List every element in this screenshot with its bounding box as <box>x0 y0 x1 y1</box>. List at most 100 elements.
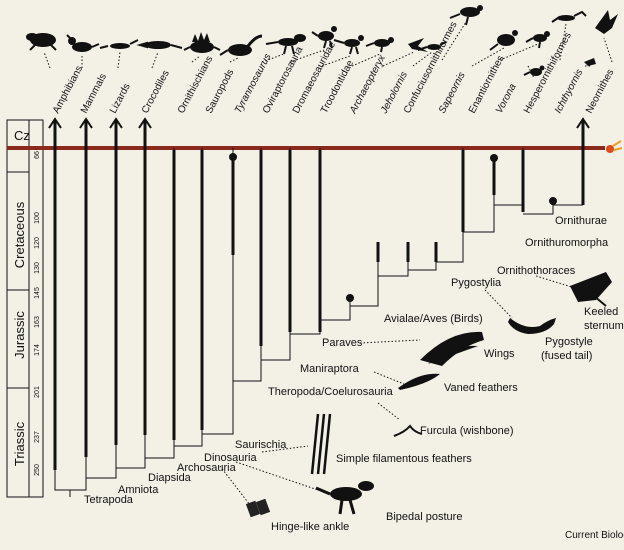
dromaeosaur-silhouette <box>333 35 364 55</box>
ankle-bone-icon <box>245 498 271 518</box>
sapeornis-silhouette <box>489 30 518 51</box>
trait-furcula: Furcula (wishbone) <box>420 425 514 437</box>
node-saurischia: Saurischia <box>235 439 287 451</box>
terminal-dots <box>229 153 557 302</box>
amphibian-silhouette <box>26 33 57 51</box>
node-maniraptora: Maniraptora <box>300 363 360 375</box>
amphibian-arrow-icon <box>48 117 62 129</box>
trait-pygostyle: Pygostyle <box>545 336 593 348</box>
period-jurassic: Jurassic <box>12 311 27 359</box>
lizard-arrow-icon <box>109 117 123 129</box>
taxon-label-neornithes: Neornithes <box>584 68 616 116</box>
tyrannosaurus-terminus <box>229 153 237 161</box>
filament-feather-icon <box>310 413 332 475</box>
time-scale: Cz Cretaceous Jurassic Triassic 66 100 1… <box>6 119 44 498</box>
age-120: 120 <box>34 237 41 249</box>
trait-bipedal: Bipedal posture <box>386 511 462 523</box>
taxon-label-vorona: Vorona <box>494 82 519 116</box>
age-145: 145 <box>34 287 41 299</box>
taxon-label-sauropods: Sauropods <box>204 68 236 116</box>
asteroid-icon <box>606 145 614 153</box>
age-66: 66 <box>34 151 41 159</box>
trait-hinge-ankle: Hinge-like ankle <box>271 521 349 533</box>
mammal-silhouette <box>66 34 100 52</box>
crocodile-silhouette <box>136 41 183 49</box>
node-amniota: Amniota <box>118 484 159 496</box>
tyrannosaurus-silhouette <box>265 34 306 55</box>
trait-keeled-1: Keeled <box>584 306 618 318</box>
period-cz: Cz <box>14 128 30 143</box>
neornithes-silhouette <box>595 10 618 34</box>
age-100: 100 <box>34 212 41 224</box>
label-leaders <box>43 21 613 79</box>
troodontid-silhouette <box>365 37 394 53</box>
figure-credit: Current Biology <box>565 530 624 541</box>
wings-icon <box>420 331 484 366</box>
node-dinosauria: Dinosauria <box>204 452 257 464</box>
sauropod-silhouette <box>219 34 263 56</box>
neornithes-arrow-icon <box>576 117 590 129</box>
trait-keeled-2: sternum <box>584 320 624 332</box>
crocodile-arrow-icon <box>138 117 152 129</box>
vorona-silhouette <box>523 65 545 76</box>
pygostyle-icon <box>508 318 556 334</box>
confuciusornis-silhouette <box>449 5 483 26</box>
timescale-frame <box>6 119 44 498</box>
taxon-label-lizards: Lizards <box>108 82 133 116</box>
age-250: 250 <box>34 464 41 476</box>
node-avialae: Avialae/Aves (Birds) <box>384 313 483 325</box>
taxon-label-mammals: Mammals <box>79 72 109 115</box>
age-163: 163 <box>34 316 41 328</box>
enantiornithine-silhouette <box>525 31 550 49</box>
node-ornithothoraces: Ornithothoraces <box>497 265 576 277</box>
node-archosauria: Archosauria <box>177 462 237 474</box>
extinct-lineages <box>172 150 555 440</box>
node-diapsida: Diapsida <box>148 472 192 484</box>
trait-pointers <box>219 275 576 506</box>
period-cretaceous: Cretaceous <box>12 201 27 268</box>
ichthyornis-terminus <box>549 197 557 205</box>
vorona-terminus <box>490 154 498 162</box>
taxon-label-ichthyornis: Ichthyornis <box>553 68 585 116</box>
period-triassic: Triassic <box>12 421 27 466</box>
oviraptor-silhouette <box>311 26 337 49</box>
node-pygostylia: Pygostylia <box>451 277 502 289</box>
hesperornis-silhouette <box>551 10 587 23</box>
jeholornis-silhouette <box>417 41 447 51</box>
bipedal-dinosaur-icon <box>315 481 374 515</box>
trait-callouts: Hinge-like ankle Bipedal posture Simple … <box>219 272 624 533</box>
ichthyornis-silhouette <box>584 58 596 66</box>
keeled-sternum-icon <box>570 272 612 307</box>
cladogram <box>48 117 590 497</box>
trait-wings: Wings <box>484 348 515 360</box>
arrowheads <box>48 117 590 129</box>
archaeopteryx-silhouette <box>408 38 428 52</box>
surviving-lineages <box>53 120 585 470</box>
trait-vaned-feathers: Vaned feathers <box>444 382 518 394</box>
node-ornithurae: Ornithurae <box>555 215 607 227</box>
asteroid-trail <box>612 140 623 151</box>
age-174: 174 <box>34 344 41 356</box>
node-paraves: Paraves <box>322 337 363 349</box>
taxon-label-sapeornis: Sapeornis <box>437 70 468 115</box>
taxon-label-crocodiles: Crocodiles <box>140 69 172 116</box>
age-237: 237 <box>34 431 41 443</box>
furcula-icon <box>393 424 423 437</box>
lizard-silhouette <box>99 39 139 49</box>
age-130: 130 <box>34 262 41 274</box>
node-ornithuromorpha: Ornithuromorpha <box>525 237 609 249</box>
stegosaur-silhouette <box>183 32 221 53</box>
trait-filament-feathers: Simple filamentous feathers <box>336 453 472 465</box>
vaned-feather-icon <box>398 373 440 390</box>
mammal-arrow-icon <box>79 117 93 129</box>
node-theropoda: Theropoda/Coelurosauria <box>268 386 394 398</box>
trait-pygostyle-note: (fused tail) <box>541 350 592 362</box>
node-labels: Tetrapoda Amniota Diapsida Archosauria D… <box>84 215 609 506</box>
animal-silhouettes <box>26 5 618 76</box>
age-201: 201 <box>34 386 41 398</box>
archaeopteryx-terminus <box>346 294 354 302</box>
node-tetrapoda: Tetrapoda <box>84 494 134 506</box>
